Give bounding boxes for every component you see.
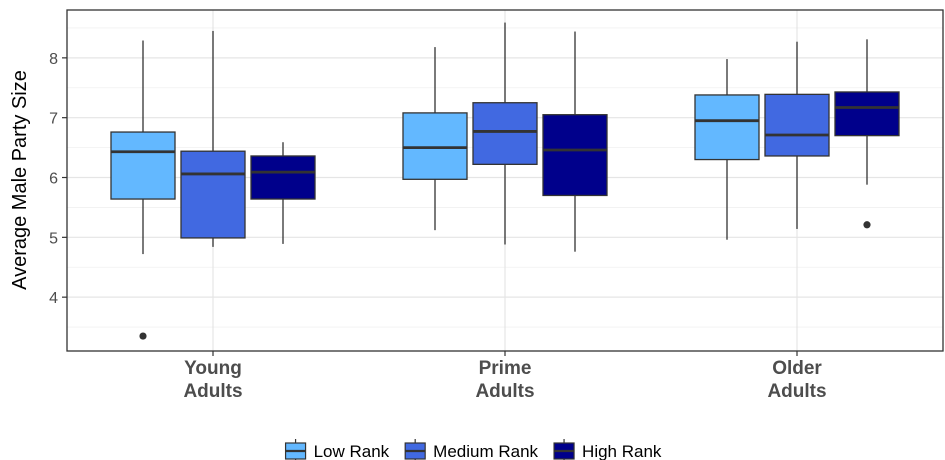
legend-label-low-rank: Low Rank xyxy=(314,442,390,460)
box-iqr xyxy=(110,131,176,200)
box-high-rank-2 xyxy=(834,39,900,229)
legend-label-high-rank: High Rank xyxy=(582,442,662,460)
x-tick-label-line1: Prime xyxy=(479,358,532,379)
legend-key-low-rank xyxy=(284,439,307,460)
y-tick-label: 8 xyxy=(49,51,58,68)
box-high-rank-0 xyxy=(250,142,316,244)
boxes xyxy=(110,22,900,340)
box-iqr xyxy=(834,91,900,137)
legend-label-medium-rank: Medium Rank xyxy=(433,442,538,460)
x-tick-label-line1: Young xyxy=(184,358,242,379)
outlier-point xyxy=(139,332,147,340)
legend-key-high-rank xyxy=(553,439,575,460)
legend: Low Rank Medium Rank High Rank xyxy=(284,439,662,460)
y-axis-title: Average Male Party Size xyxy=(9,70,31,290)
box-high-rank-1 xyxy=(542,31,608,252)
x-tick-label-line2: Adults xyxy=(475,381,534,402)
y-tick-label: 4 xyxy=(49,290,58,307)
y-axis-ticks: 4 5 6 7 8 xyxy=(49,51,67,307)
box-iqr xyxy=(764,93,830,157)
x-tick-label-line2: Adults xyxy=(767,381,826,402)
box-iqr xyxy=(472,102,538,165)
x-tick-label-line1: Older xyxy=(772,358,822,379)
y-tick-label: 7 xyxy=(49,111,58,128)
box-iqr xyxy=(250,155,316,200)
box-iqr xyxy=(694,94,760,161)
box-medium-rank-1 xyxy=(472,22,538,245)
box-iqr xyxy=(402,112,468,180)
box-medium-rank-2 xyxy=(764,41,830,229)
y-tick-label: 5 xyxy=(49,230,58,247)
box-iqr xyxy=(180,150,246,239)
box-low-rank-1 xyxy=(402,47,468,231)
box-iqr xyxy=(542,114,608,197)
box-medium-rank-0 xyxy=(180,30,246,247)
legend-key-medium-rank xyxy=(404,439,426,460)
y-tick-label: 6 xyxy=(49,171,58,188)
x-tick-label-line2: Adults xyxy=(183,381,242,402)
box-low-rank-2 xyxy=(694,59,760,240)
box-low-rank-0 xyxy=(110,40,176,340)
outlier-point xyxy=(863,221,871,229)
